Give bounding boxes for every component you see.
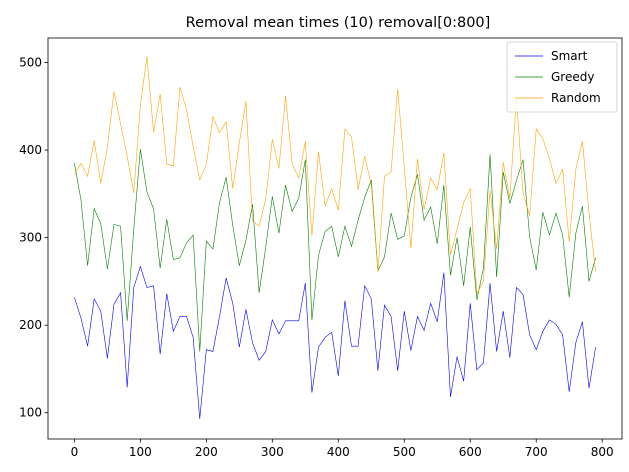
x-tick-label: 600 [459,445,482,459]
legend-box [506,41,618,113]
y-tick-label: 300 [19,231,42,245]
series-line-smart [74,265,596,419]
x-tick-label: 0 [71,445,79,459]
legend-label-greedy: Greedy [551,70,594,84]
legend: Smart Greedy Random [506,41,618,113]
x-tick-label: 100 [129,445,152,459]
y-tick-label: 200 [19,318,42,332]
y-tick-label: 100 [19,406,42,420]
x-tick-label: 500 [393,445,416,459]
x-tick-label: 700 [525,445,548,459]
x-tick-label: 800 [591,445,614,459]
series-line-greedy [74,149,596,352]
legend-label-smart: Smart [551,49,588,63]
legend-label-random: Random [551,91,601,105]
series-lines [74,56,596,419]
axes-frame [47,37,623,440]
axes: 0 100 200 300 400 500 600 700 800 100 200 300 400 500 [19,37,623,459]
chart-title: Removal mean times (10) removal[0:800] [186,15,491,31]
y-tick-label: 500 [19,56,42,70]
x-tick-label: 200 [195,445,218,459]
y-tick-label: 400 [19,143,42,157]
series-line-random [74,56,596,295]
x-tick-label: 300 [261,445,284,459]
x-tick-label: 400 [327,445,350,459]
